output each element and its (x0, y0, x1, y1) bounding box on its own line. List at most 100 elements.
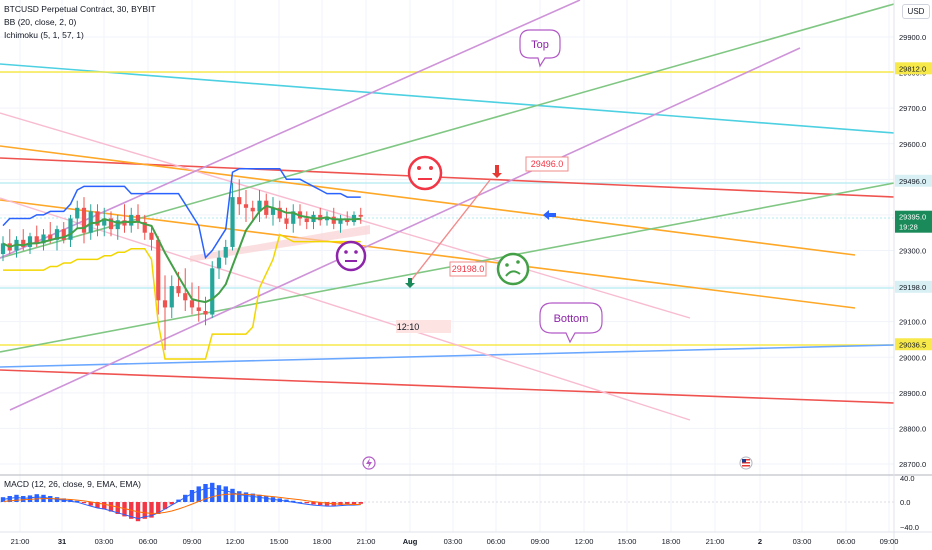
time-tick-label: Aug (403, 537, 418, 546)
macd-histogram (0, 482, 363, 522)
time-tick-label: 09:00 (531, 537, 550, 546)
currency-button[interactable]: USD (902, 4, 930, 19)
macd-plot (0, 482, 894, 522)
us-flag-icon[interactable] (739, 456, 753, 470)
candle-body (257, 200, 262, 212)
macd-bar (14, 494, 19, 502)
price-plot[interactable]: 29198.0 29496.0 Top (0, 0, 894, 421)
candle-body (41, 234, 46, 244)
candle-body (156, 239, 161, 301)
macd-bar (122, 502, 127, 517)
time-tick-label: 03:00 (793, 537, 812, 546)
macd-bar (250, 493, 255, 502)
candle-body (0, 243, 6, 255)
bottom-label: Bottom (554, 313, 589, 325)
price-tick-label: 28900.0 (899, 389, 926, 398)
down-arrow-icon (492, 165, 502, 178)
blue-rising-line (0, 344, 894, 368)
price-tick-label: 29600.0 (899, 140, 926, 149)
macd-line (2, 487, 361, 520)
candle-body (34, 236, 39, 244)
macd-bar (203, 484, 208, 502)
candle-body (61, 229, 66, 240)
time-tick-label: 12:00 (226, 537, 245, 546)
candle-body (324, 216, 330, 221)
candle-body (277, 207, 282, 219)
macd-bar (183, 494, 188, 502)
macd-tick-label: 0.0 (900, 498, 910, 507)
lightning-icon[interactable] (362, 456, 376, 470)
bb-legend[interactable]: BB (20, close, 2, 0) (4, 17, 77, 27)
macd-bar (162, 502, 168, 510)
candle-body (135, 214, 141, 223)
candle-body (250, 207, 255, 212)
macd-tick-label: −40.0 (900, 523, 919, 532)
price-tag-label: 29496.0 (899, 177, 926, 186)
macd-bar (196, 486, 201, 502)
price-tag-time: 19:28 (899, 223, 918, 232)
macd-bar (149, 502, 154, 518)
price-tag-label: 29198.0 (899, 283, 926, 292)
time-tick-label: 15:00 (270, 537, 289, 546)
candle-body (243, 204, 249, 208)
price-tag-label: 29812.0 (899, 64, 926, 73)
macd-bar (297, 502, 303, 503)
candle-body (216, 257, 222, 269)
candle-body (129, 214, 134, 226)
bb-basis-line (2, 204, 361, 304)
price-tick-label: 29100.0 (899, 318, 926, 327)
candle-body (338, 218, 343, 224)
price-tick-label: 29700.0 (899, 104, 926, 113)
candle-body (21, 239, 26, 247)
time-tick-label: 21:00 (11, 537, 30, 546)
ichimoku-legend[interactable]: Ichimoku (5, 1, 57, 1) (4, 30, 84, 40)
time-tick-label: 2 (758, 537, 762, 546)
candle-body (223, 246, 228, 258)
candles (0, 179, 363, 351)
ichimoku-cloud (190, 225, 370, 262)
candle-body (169, 286, 174, 308)
candle-body (162, 300, 168, 308)
price-tags: 29812.0 29496.0 29395.019:28 29198.0 29036.5 (895, 62, 932, 351)
time-tick-label: 12:00 (575, 537, 594, 546)
candle-body (264, 200, 269, 215)
signal-line (2, 493, 361, 514)
macd-bar (34, 494, 39, 502)
macd-bar (21, 496, 26, 502)
cyan-trend-line (0, 63, 894, 134)
time-tick-label: 06:00 (837, 537, 856, 546)
candle-body (88, 211, 93, 233)
candle-body (102, 218, 107, 226)
price-tag (895, 280, 932, 293)
target-high-label: 29496.0 (531, 159, 564, 169)
macd-bar (318, 502, 323, 505)
symbol-legend[interactable]: BTCUSD Perpetual Contract, 30, BYBIT (4, 4, 156, 14)
macd-bar (115, 502, 120, 514)
macd-bar (358, 502, 363, 504)
macd-bar (169, 502, 174, 505)
macd-bar (345, 502, 350, 505)
time-axis[interactable]: 21:00 31 03:00 06:00 09:00 12:00 15:00 18:00 21:… (11, 537, 899, 546)
macd-bar (108, 502, 114, 512)
macd-axis: 40.0 0.0 −40.0 (900, 474, 919, 532)
price-tick-label: 29000.0 (899, 353, 926, 362)
macd-bar (264, 496, 269, 502)
macd-bar (311, 502, 316, 505)
red-lower-line (0, 369, 894, 404)
macd-bar (95, 502, 100, 508)
candle-body (115, 220, 120, 230)
macd-bar (237, 491, 242, 502)
macd-bar (243, 492, 249, 502)
bottom-callout: Bottom (539, 302, 603, 344)
time-highlight (396, 320, 451, 333)
macd-tick-label: 40.0 (900, 474, 915, 483)
macd-bar (0, 497, 6, 502)
time-tick-label: 09:00 (880, 537, 899, 546)
macd-legend[interactable]: MACD (12, 26, close, 9, EMA, EMA) (4, 479, 141, 489)
price-axis[interactable]: 29900.029800.029700.029600.029500.029400… (899, 33, 926, 469)
time-tick-label: 03:00 (95, 537, 114, 546)
macd-bar (230, 488, 235, 502)
candle-body (270, 207, 276, 215)
orange-upper-line (0, 145, 856, 256)
